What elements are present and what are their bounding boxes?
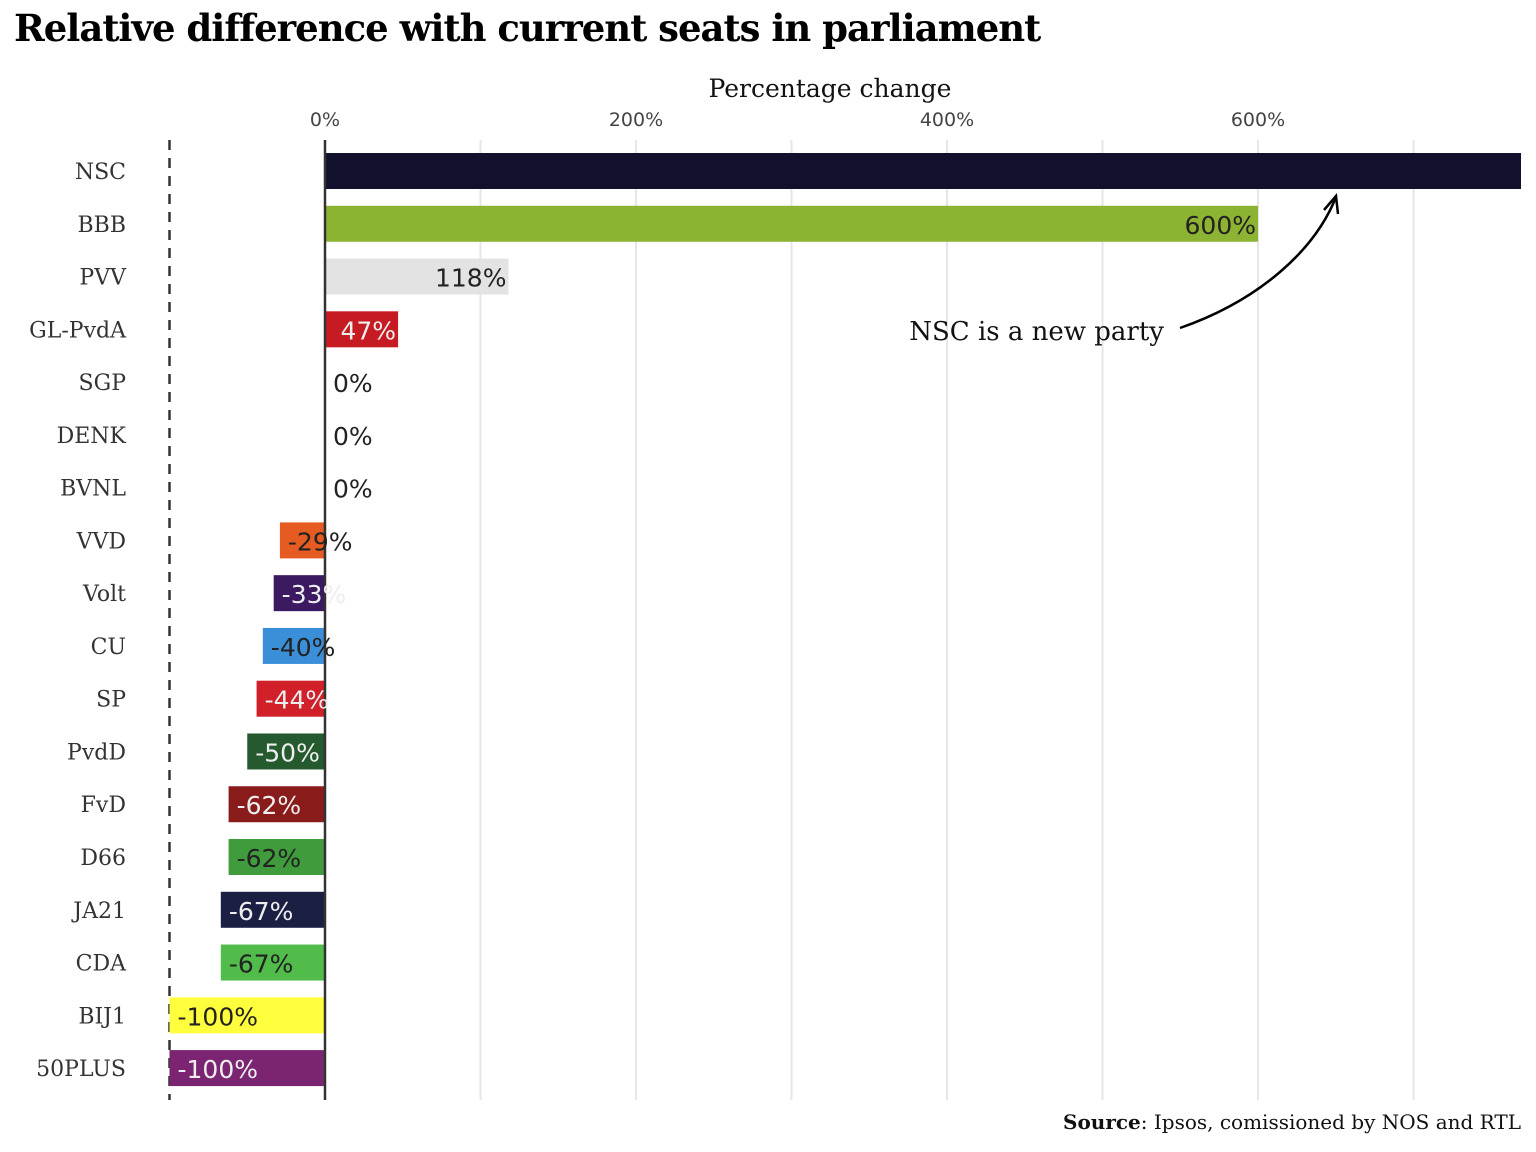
category-label: FvD <box>81 793 126 818</box>
x-tick-label: 400% <box>920 109 974 131</box>
value-label: -100% <box>178 1002 259 1031</box>
bar-ja21 <box>220 891 325 928</box>
category-label: D66 <box>80 846 126 871</box>
bar-pvdd <box>247 733 325 770</box>
gridlines <box>168 140 1415 1100</box>
value-label: 0% <box>333 422 373 451</box>
bar-d66 <box>228 839 325 876</box>
bar-gl-pvda <box>325 311 399 348</box>
category-label: SGP <box>79 371 127 396</box>
category-label: CU <box>91 635 126 660</box>
category-label: BIJ1 <box>78 1004 126 1029</box>
value-label: -67% <box>229 897 294 926</box>
value-label: 47% <box>341 316 397 345</box>
value-label: 0% <box>333 369 373 398</box>
category-label: Volt <box>82 582 126 607</box>
category-label: GL-PvdA <box>29 318 127 343</box>
value-labels: 600% 118% 47% 0% 0% 0% -29% -33% -40% -44% -50% -62… <box>178 211 1257 1084</box>
annotation: NSC is a new party <box>909 193 1340 347</box>
annotation-text: NSC is a new party <box>909 317 1164 347</box>
bar-nsc <box>325 153 1521 189</box>
category-label: PVV <box>79 266 127 291</box>
value-label: -62% <box>237 844 302 873</box>
source-label: Source <box>1063 1110 1141 1134</box>
bars <box>169 140 1521 1100</box>
bar-cda <box>220 944 325 981</box>
category-label: BVNL <box>60 477 126 502</box>
value-label: -62% <box>237 791 302 820</box>
value-label: -29% <box>288 527 353 556</box>
bar-cu <box>262 627 325 664</box>
category-label: JA21 <box>71 899 126 924</box>
value-label: 0% <box>333 475 373 504</box>
category-label: PvdD <box>67 740 126 765</box>
value-label: -67% <box>229 950 294 979</box>
bar-bbb <box>325 205 1258 242</box>
chart-title: Relative difference with current seats i… <box>14 6 1041 50</box>
category-label: SP <box>96 688 126 713</box>
bar-sp <box>256 680 325 717</box>
annotation-arrow <box>1179 196 1338 330</box>
bar-pvv <box>325 258 509 295</box>
source-text: : Ipsos, comissioned by NOS and RTL <box>1140 1110 1521 1134</box>
value-label: 600% <box>1185 211 1256 240</box>
value-label: -50% <box>255 738 320 767</box>
category-labels: NSC BBB PVV GL-PvdA SGP DENK BVNL VVD Volt CU SP Pv… <box>29 160 127 1082</box>
x-tick-label: 200% <box>609 109 663 131</box>
category-label: DENK <box>57 424 127 449</box>
value-label: 118% <box>435 264 506 293</box>
category-label: VVD <box>76 529 126 554</box>
category-label: 50PLUS <box>36 1057 126 1082</box>
category-label: NSC <box>75 160 126 185</box>
x-axis-title: Percentage change <box>709 74 952 103</box>
category-label: CDA <box>76 952 127 977</box>
value-label: -100% <box>178 1055 259 1084</box>
value-label: -33% <box>282 580 347 609</box>
bar-50plus <box>169 1050 325 1087</box>
bar-bij1 <box>169 997 325 1034</box>
x-tick-label: 0% <box>310 109 340 131</box>
bar-vvd <box>279 522 325 559</box>
x-tick-label: 600% <box>1231 109 1285 131</box>
value-label: -44% <box>265 686 330 715</box>
bar-fvd <box>228 786 325 823</box>
bar-volt <box>273 575 325 612</box>
category-label: BBB <box>77 213 126 238</box>
value-label: -40% <box>271 633 336 662</box>
source-note: Source: Ipsos, comissioned by NOS and RT… <box>1063 1110 1521 1134</box>
x-tick-labels: 0% 200% 400% 600% <box>310 109 1285 131</box>
arrowhead-icon <box>1323 193 1340 215</box>
